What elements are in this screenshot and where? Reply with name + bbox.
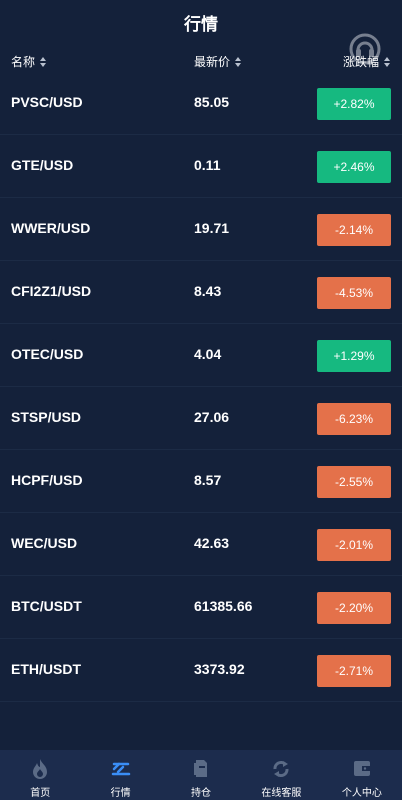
market-row[interactable]: STSP/USD 27.06 -6.23% (0, 387, 402, 450)
tab-label: 首页 (30, 788, 51, 799)
row-symbol: ETH/USDT (11, 661, 81, 677)
headset-icon[interactable] (348, 32, 382, 66)
row-symbol: STSP/USD (11, 409, 82, 425)
refresh-icon (273, 761, 289, 777)
row-price: 85.05 (194, 94, 230, 110)
row-price: 61385.66 (194, 598, 253, 614)
change-badge: +2.46% (317, 151, 391, 183)
change-badge: -2.01% (317, 529, 391, 561)
tab-profile[interactable]: 个人中心 (322, 750, 402, 800)
row-price: 8.57 (194, 472, 222, 488)
tab-label: 在线客服 (261, 788, 302, 799)
sort-by-price[interactable]: 最新价 (194, 53, 242, 70)
tab-support[interactable]: 在线客服 (241, 750, 321, 800)
row-symbol: OTEC/USD (11, 346, 84, 362)
row-symbol: GTE/USD (11, 157, 74, 173)
row-symbol: PVSC/USD (11, 94, 83, 110)
row-price: 27.06 (194, 409, 230, 425)
row-symbol: WWER/USD (11, 220, 91, 236)
column-name-label: 名称 (11, 55, 36, 69)
document-icon (194, 760, 208, 777)
sort-by-name[interactable]: 名称 (11, 53, 47, 70)
top-bar: 行情 (0, 0, 402, 44)
sort-icon (384, 56, 391, 67)
market-row[interactable]: WWER/USD 19.71 -2.14% (0, 198, 402, 261)
tab-label: 行情 (110, 788, 131, 799)
tab-market[interactable]: 行情 (80, 750, 160, 800)
market-row[interactable]: WEC/USD 42.63 -2.01% (0, 513, 402, 576)
row-symbol: CFI2Z1/USD (11, 283, 92, 299)
tab-label: 持仓 (191, 788, 212, 799)
bottom-tab-bar: 首页 行情 持仓 在线 (0, 750, 402, 800)
row-symbol: HCPF/USD (11, 472, 83, 488)
sort-icon (40, 56, 47, 67)
change-badge: -2.55% (317, 466, 391, 498)
change-badge: +1.29% (317, 340, 391, 372)
list-header: 名称 最新价 涨跌幅 (0, 50, 402, 74)
market-row[interactable]: OTEC/USD 4.04 +1.29% (0, 324, 402, 387)
change-badge: -4.53% (317, 277, 391, 309)
row-price: 4.04 (194, 346, 222, 362)
tab-label: 个人中心 (341, 788, 382, 799)
row-price: 8.43 (194, 283, 222, 299)
wallet-icon (353, 761, 370, 776)
change-badge: +2.82% (317, 88, 391, 120)
market-list: PVSC/USD 85.05 +2.82% GTE/USD 0.11 +2.46… (0, 72, 402, 702)
tab-home[interactable]: 首页 (0, 750, 80, 800)
row-symbol: BTC/USDT (11, 598, 82, 614)
column-price-label: 最新价 (194, 55, 231, 69)
tab-positions[interactable]: 持仓 (161, 750, 241, 800)
market-row[interactable]: BTC/USDT 61385.66 -2.20% (0, 576, 402, 639)
market-row[interactable]: CFI2Z1/USD 8.43 -4.53% (0, 261, 402, 324)
row-price: 3373.92 (194, 661, 245, 677)
flame-icon (33, 759, 48, 779)
change-badge: -2.14% (317, 214, 391, 246)
change-badge: -6.23% (317, 403, 391, 435)
market-row[interactable]: PVSC/USD 85.05 +2.82% (0, 72, 402, 135)
sort-by-change[interactable]: 涨跌幅 (343, 53, 391, 70)
market-row[interactable]: HCPF/USD 8.57 -2.55% (0, 450, 402, 513)
change-badge: -2.71% (317, 655, 391, 687)
row-price: 19.71 (194, 220, 230, 236)
page-title: 行情 (184, 14, 218, 34)
change-badge: -2.20% (317, 592, 391, 624)
column-change-label: 涨跌幅 (342, 55, 379, 69)
row-price: 0.11 (194, 157, 221, 173)
market-row[interactable]: ETH/USDT 3373.92 -2.71% (0, 639, 402, 702)
market-row[interactable]: GTE/USD 0.11 +2.46% (0, 135, 402, 198)
row-price: 42.63 (194, 535, 230, 551)
sort-icon (235, 56, 242, 67)
market-icon (111, 762, 130, 776)
row-symbol: WEC/USD (11, 535, 78, 551)
